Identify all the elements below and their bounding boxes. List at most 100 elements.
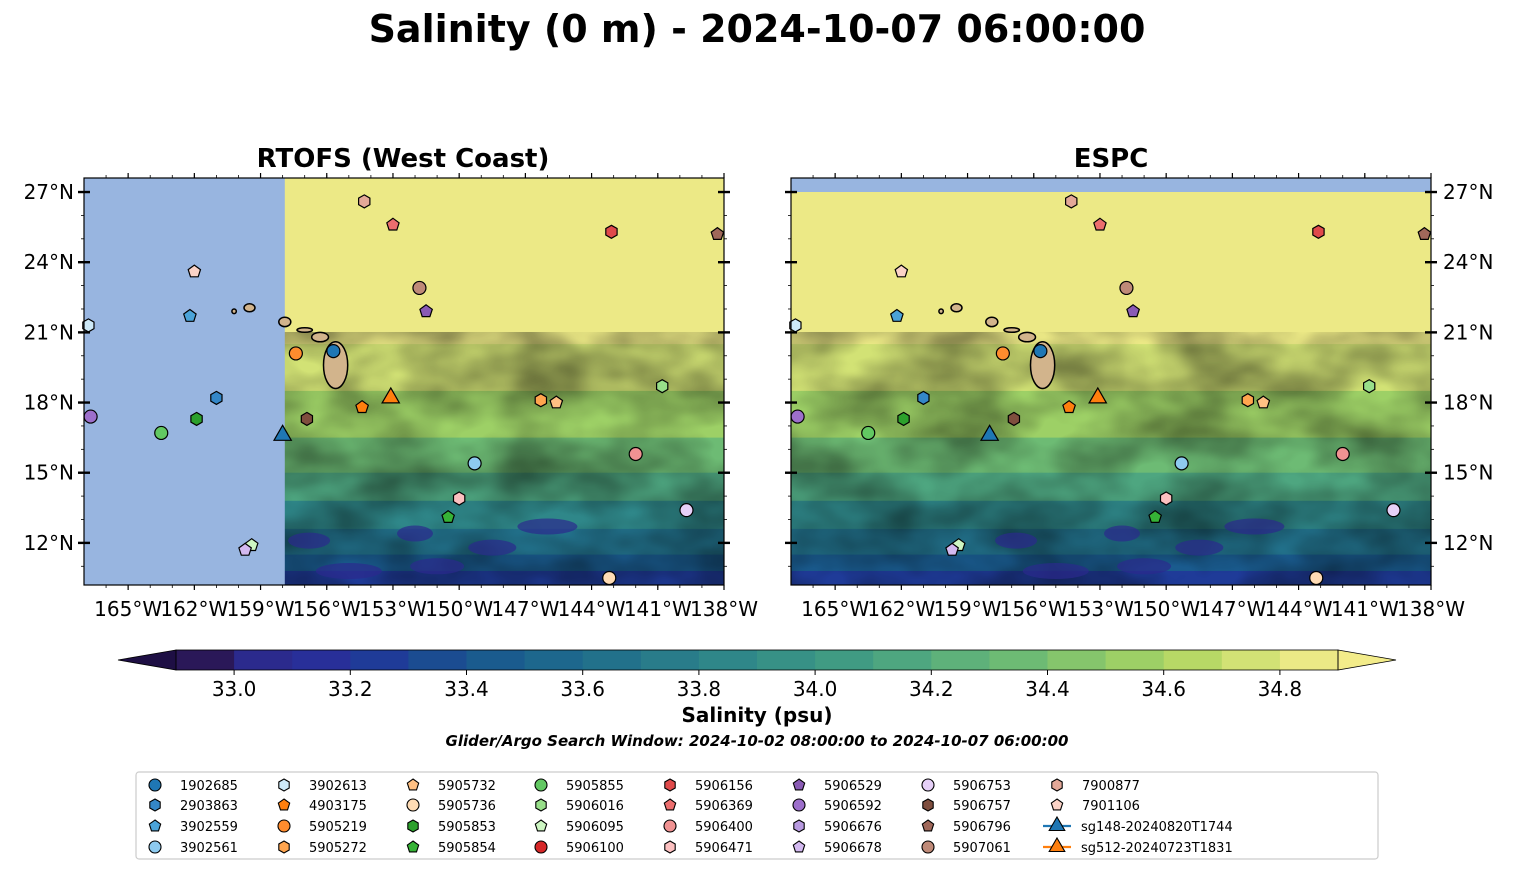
obs-marker-5907061[interactable] bbox=[412, 280, 427, 296]
obs-marker-3902559[interactable] bbox=[889, 308, 904, 322]
colorbar-tick-label: 34.0 bbox=[793, 677, 838, 701]
legend-label: 5905854 bbox=[438, 841, 496, 856]
obs-marker-5905736[interactable] bbox=[602, 570, 617, 586]
colorbar-segment bbox=[466, 650, 526, 670]
obs-marker-5906016[interactable] bbox=[1362, 379, 1376, 394]
obs-marker-5905853[interactable] bbox=[190, 411, 203, 427]
colorbar-extend-low bbox=[117, 649, 177, 671]
obs-marker-5906369[interactable] bbox=[386, 217, 400, 231]
colorbar-segment bbox=[1279, 650, 1339, 670]
y-tick-label: 15°N bbox=[1443, 461, 1493, 485]
obs-marker-5906400[interactable] bbox=[1335, 446, 1350, 462]
obs-marker-5906400[interactable] bbox=[628, 446, 643, 462]
obs-marker-sg148-20240820T1744[interactable] bbox=[979, 424, 1000, 441]
obs-marker-3902561[interactable] bbox=[1174, 456, 1189, 471]
y-tick-label: 24°N bbox=[24, 250, 74, 274]
obs-marker-5905732[interactable] bbox=[1256, 395, 1271, 409]
obs-marker-7901106[interactable] bbox=[187, 264, 202, 278]
colorbar-segment bbox=[640, 650, 700, 670]
obs-marker-3902561[interactable] bbox=[467, 456, 482, 471]
obs-marker-5906369[interactable] bbox=[1093, 217, 1107, 231]
legend-marker bbox=[921, 819, 935, 832]
obs-marker-5905853[interactable] bbox=[897, 411, 910, 427]
obs-marker-5905854[interactable] bbox=[441, 509, 456, 524]
obs-marker-5905272[interactable] bbox=[1241, 393, 1255, 408]
obs-marker-5906678[interactable] bbox=[238, 542, 253, 556]
obs-marker-5906592[interactable] bbox=[83, 409, 98, 424]
eddy-texture bbox=[791, 332, 1431, 585]
x-tick-label: 150°W bbox=[1132, 597, 1200, 621]
legend-marker bbox=[149, 798, 161, 812]
obs-marker-5905855[interactable] bbox=[861, 425, 876, 441]
obs-marker-5906796[interactable] bbox=[1417, 226, 1432, 240]
island bbox=[1017, 331, 1037, 343]
obs-marker-5906529[interactable] bbox=[419, 304, 434, 318]
colorbar-segment bbox=[757, 650, 816, 670]
obs-marker-5905736[interactable] bbox=[1309, 570, 1324, 586]
obs-marker-5906529[interactable] bbox=[1126, 304, 1141, 318]
obs-marker-3902559[interactable] bbox=[182, 308, 197, 322]
obs-marker-5906156[interactable] bbox=[1312, 224, 1325, 239]
legend-marker bbox=[534, 840, 548, 854]
obs-marker-4903175[interactable] bbox=[355, 399, 370, 414]
colorbar-tick-label: 34.6 bbox=[1141, 677, 1186, 701]
obs-marker-5905855[interactable] bbox=[154, 425, 169, 441]
obs-marker-5906753[interactable] bbox=[679, 503, 694, 518]
x-tick-label: 138°W bbox=[1397, 597, 1465, 621]
obs-marker-1902685[interactable] bbox=[1033, 343, 1048, 359]
obs-marker-5906592[interactable] bbox=[790, 409, 805, 424]
y-tick-label: 18°N bbox=[1443, 391, 1493, 415]
legend-label: 5906369 bbox=[695, 799, 753, 814]
obs-marker-5906016[interactable] bbox=[655, 379, 669, 394]
obs-marker-1902685[interactable] bbox=[326, 343, 341, 359]
colorbar-segment bbox=[1163, 650, 1223, 670]
observations-legend: 1902685 2903863 3902559 3902561 3902613 49031… bbox=[135, 771, 1379, 860]
espc-map-panel: ESPC 165°W162°W159°W156°W153°W150°W147°W… bbox=[785, 144, 1493, 621]
obs-marker-7901106[interactable] bbox=[894, 264, 909, 278]
obs-marker-5906753[interactable] bbox=[1386, 503, 1401, 518]
x-tick-label: 141°W bbox=[624, 597, 692, 621]
obs-marker-5906757[interactable] bbox=[300, 411, 314, 427]
obs-marker-sg512-20240723T1831[interactable] bbox=[381, 386, 401, 404]
colorbar-extend-high bbox=[1337, 649, 1397, 671]
obs-marker-sg512-20240723T1831[interactable] bbox=[1088, 386, 1108, 404]
legend-label: 5905219 bbox=[309, 820, 367, 835]
espc-observation-markers[interactable] bbox=[789, 194, 1432, 586]
obs-marker-5907061[interactable] bbox=[1119, 280, 1134, 296]
fresh-patch bbox=[1224, 518, 1285, 535]
obs-marker-sg148-20240820T1744[interactable] bbox=[272, 424, 293, 441]
obs-marker-5906471[interactable] bbox=[452, 491, 466, 506]
legend-marker bbox=[663, 819, 677, 833]
obs-marker-5905272[interactable] bbox=[534, 393, 548, 408]
obs-marker-5906796[interactable] bbox=[710, 226, 725, 240]
legend-marker bbox=[148, 778, 162, 792]
obs-marker-7900877[interactable] bbox=[1064, 194, 1078, 209]
x-tick-label: 141°W bbox=[1331, 597, 1399, 621]
obs-marker-5906757[interactable] bbox=[1007, 411, 1021, 427]
fresh-patch bbox=[410, 558, 465, 575]
obs-marker-2903863[interactable] bbox=[917, 390, 930, 406]
rtofs-observation-markers[interactable] bbox=[82, 194, 725, 586]
obs-marker-5905854[interactable] bbox=[1148, 509, 1163, 524]
obs-marker-5906678[interactable] bbox=[945, 542, 960, 556]
legend-frame bbox=[135, 771, 1379, 860]
y-tick-label: 15°N bbox=[24, 461, 74, 485]
legend-marker bbox=[1048, 836, 1066, 853]
obs-marker-2903863[interactable] bbox=[210, 390, 223, 406]
obs-marker-5906471[interactable] bbox=[1159, 491, 1173, 506]
legend-label: 7900877 bbox=[1082, 779, 1140, 794]
obs-marker-5905732[interactable] bbox=[549, 395, 564, 409]
obs-marker-5905219[interactable] bbox=[288, 346, 303, 361]
colorbar-tick-label: 34.8 bbox=[1258, 677, 1303, 701]
obs-marker-7900877[interactable] bbox=[358, 194, 371, 209]
legend-label: 5906156 bbox=[695, 779, 753, 794]
legend-label: 5906676 bbox=[824, 820, 882, 835]
obs-marker-4903175[interactable] bbox=[1062, 399, 1077, 414]
legend-marker bbox=[148, 819, 162, 832]
rtofs-map-frame bbox=[83, 177, 725, 586]
legend-label: 5907061 bbox=[953, 841, 1011, 856]
obs-marker-5906156[interactable] bbox=[605, 224, 618, 239]
obs-marker-5905219[interactable] bbox=[995, 346, 1010, 361]
legend-marker bbox=[278, 778, 290, 792]
legend-marker bbox=[793, 819, 805, 833]
